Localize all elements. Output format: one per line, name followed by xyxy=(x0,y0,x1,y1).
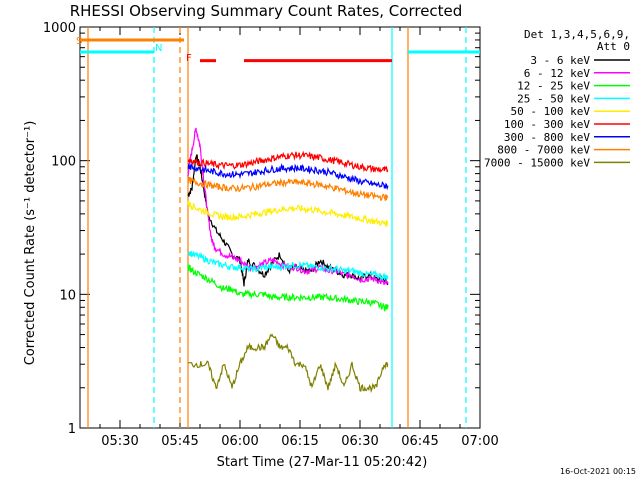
x-tick-label: 05:30 xyxy=(101,434,138,449)
legend-entry: 7000 - 15000 keV xyxy=(484,156,590,169)
interval-flag-label: N xyxy=(155,43,162,54)
y-tick-label: 1 xyxy=(68,422,76,437)
plot-area: 05:30 05:45 06:00 06:15 06:30 06:45 07:00 1 10 10… xyxy=(43,21,499,449)
plot-frame xyxy=(79,26,481,429)
y-tick-label: 10 xyxy=(59,288,76,303)
legend-entry: 100 - 300 keV xyxy=(504,118,590,131)
legend-header: Att 0 xyxy=(597,40,630,53)
x-axis-label: Start Time (27-Mar-11 05:20:42) xyxy=(217,455,428,470)
x-tick-label: 07:00 xyxy=(461,434,498,449)
x-tick-label: 06:30 xyxy=(341,434,378,449)
series-line-6 xyxy=(187,162,389,191)
y-tick-label: 100 xyxy=(51,155,76,170)
series-line-8 xyxy=(188,333,389,394)
x-tick-label: 06:45 xyxy=(401,434,438,449)
legend-entry: 25 - 50 keV xyxy=(517,92,590,105)
y-axis-label: Corrected Count Rate (s⁻¹ detector⁻¹) xyxy=(23,121,38,366)
legend-entry: 50 - 100 keV xyxy=(511,105,591,118)
legend-entry: 300 - 800 keV xyxy=(504,131,590,144)
legend-entry: 6 - 12 keV xyxy=(524,67,591,80)
interval-flag-label: F xyxy=(186,53,192,64)
legend-entry: 3 - 6 keV xyxy=(530,54,590,67)
legend-entry: 800 - 7000 keV xyxy=(497,144,590,157)
series-line-5 xyxy=(187,150,389,174)
series-line-2 xyxy=(187,263,389,313)
x-tick-label: 06:00 xyxy=(221,434,258,449)
legend-header: Det 1,3,4,5,6,9, xyxy=(524,28,630,41)
interval-flag-label: S xyxy=(76,36,82,47)
y-tick-label: 1000 xyxy=(43,21,76,36)
timestamp-footer: 16-Oct-2021 00:15 xyxy=(560,467,636,476)
legend-entry: 12 - 25 keV xyxy=(517,80,590,93)
series-line-1 xyxy=(187,127,389,285)
x-tick-label: 06:15 xyxy=(281,434,318,449)
chart-title: RHESSI Observing Summary Count Rates, Co… xyxy=(70,2,463,20)
x-tick-label: 05:45 xyxy=(161,434,198,449)
series-line-4 xyxy=(187,200,389,227)
series-line-3 xyxy=(187,250,389,282)
series-line-7 xyxy=(187,176,389,202)
